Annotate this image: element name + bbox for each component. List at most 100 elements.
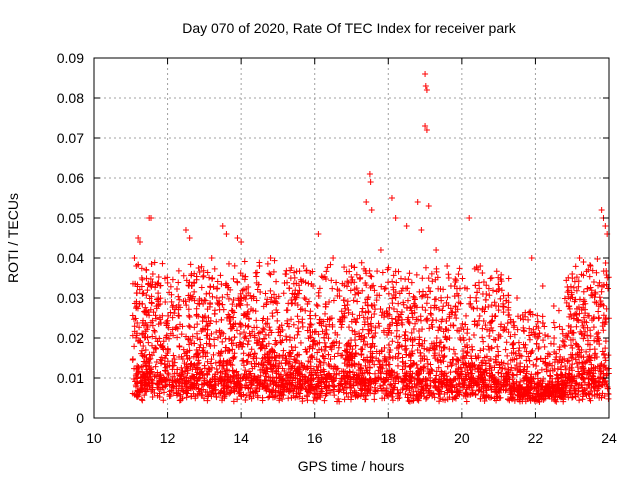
data-point xyxy=(369,340,376,347)
data-point xyxy=(266,270,273,277)
data-point xyxy=(488,318,495,325)
y-tick-label: 0.02 xyxy=(57,330,84,346)
data-point xyxy=(151,328,158,335)
data-point xyxy=(364,341,371,348)
data-point xyxy=(426,325,433,332)
data-point xyxy=(461,343,468,350)
data-point xyxy=(330,255,337,261)
data-point xyxy=(413,361,420,368)
data-point xyxy=(182,298,189,305)
y-tick-label: 0 xyxy=(76,410,84,426)
data-point xyxy=(425,203,432,209)
data-point xyxy=(264,260,271,267)
data-point xyxy=(141,308,148,315)
data-point xyxy=(549,379,556,386)
data-point xyxy=(406,290,413,297)
data-point xyxy=(463,398,470,405)
data-point xyxy=(164,279,171,286)
data-point xyxy=(473,298,480,305)
data-point xyxy=(223,344,230,351)
data-point xyxy=(602,223,609,229)
data-point xyxy=(523,348,530,355)
data-point xyxy=(211,265,218,272)
data-point xyxy=(161,389,168,396)
data-point xyxy=(169,314,176,321)
data-point xyxy=(338,324,345,331)
y-tick-label: 0.05 xyxy=(57,210,84,226)
data-point xyxy=(539,283,546,289)
data-point xyxy=(364,315,371,322)
data-point xyxy=(168,298,175,305)
data-point xyxy=(550,341,557,348)
data-point xyxy=(503,370,510,377)
data-point xyxy=(253,273,260,280)
data-point xyxy=(371,384,378,391)
data-point xyxy=(550,394,557,401)
data-point xyxy=(600,268,607,275)
data-point xyxy=(447,369,454,376)
data-point xyxy=(348,274,355,281)
data-point xyxy=(441,352,448,359)
data-point xyxy=(286,285,293,292)
data-point xyxy=(212,380,219,387)
data-point xyxy=(185,322,192,329)
data-point xyxy=(328,343,335,350)
data-point xyxy=(333,371,340,378)
data-point xyxy=(153,345,160,352)
data-point xyxy=(584,285,591,292)
data-point xyxy=(359,287,366,294)
data-point xyxy=(456,285,463,292)
data-point xyxy=(584,312,591,319)
data-point xyxy=(514,326,521,333)
data-point xyxy=(345,279,352,286)
data-point xyxy=(174,366,181,373)
data-point xyxy=(466,336,473,343)
data-point xyxy=(598,301,605,308)
data-point xyxy=(369,350,376,357)
data-point xyxy=(187,261,194,268)
data-point xyxy=(209,275,216,282)
data-point xyxy=(595,308,602,315)
data-point xyxy=(587,284,594,291)
data-point xyxy=(174,285,181,292)
data-point xyxy=(225,295,232,302)
data-point xyxy=(390,286,397,293)
data-point xyxy=(505,329,512,336)
data-point xyxy=(237,290,244,297)
data-point xyxy=(217,350,224,357)
data-point xyxy=(433,247,440,253)
data-point xyxy=(556,323,563,330)
data-point xyxy=(399,285,406,292)
data-point xyxy=(445,302,452,309)
data-point xyxy=(587,332,594,339)
data-point xyxy=(517,315,524,322)
y-tick-label: 0.06 xyxy=(57,170,84,186)
data-point xyxy=(150,349,157,356)
data-point xyxy=(204,332,211,339)
data-point xyxy=(321,339,328,346)
data-point xyxy=(316,285,323,292)
data-point xyxy=(261,335,268,342)
data-point xyxy=(361,265,368,272)
data-point xyxy=(429,317,436,324)
data-point xyxy=(551,359,558,366)
data-point xyxy=(175,306,182,313)
data-point xyxy=(526,309,533,316)
data-point xyxy=(388,330,395,337)
data-point xyxy=(304,363,311,370)
data-point xyxy=(166,362,173,369)
data-point xyxy=(151,327,158,334)
data-point xyxy=(199,370,206,377)
data-point xyxy=(534,369,541,376)
data-point xyxy=(277,389,284,396)
data-point xyxy=(365,308,372,315)
data-point xyxy=(393,320,400,327)
data-point xyxy=(400,379,407,386)
data-point xyxy=(573,323,580,330)
data-point xyxy=(580,288,587,295)
data-point xyxy=(422,307,429,314)
data-point xyxy=(251,373,258,380)
data-point xyxy=(382,285,389,292)
data-point xyxy=(445,271,452,278)
data-point xyxy=(501,365,508,372)
